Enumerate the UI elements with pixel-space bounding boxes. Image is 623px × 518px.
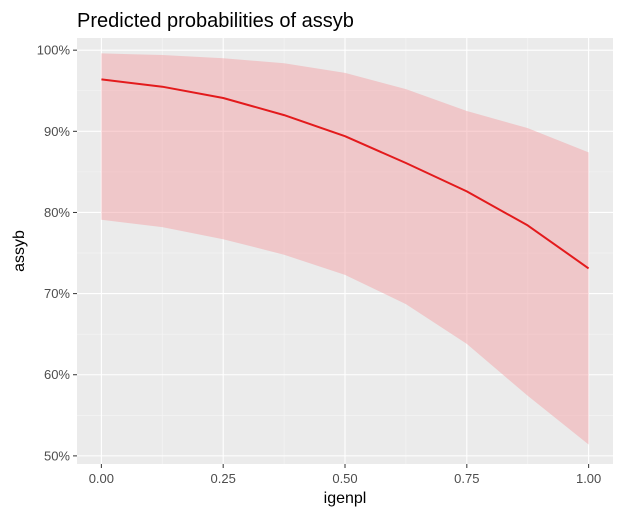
y-tick-label: 90% — [44, 124, 70, 139]
y-tick-label: 70% — [44, 286, 70, 301]
x-tick-label: 0.75 — [454, 471, 479, 486]
x-tick-label: 1.00 — [576, 471, 601, 486]
y-axis: 50% 60% 70% 80% 90% 100% — [37, 43, 77, 463]
x-tick-label: 0.25 — [211, 471, 236, 486]
y-tick-label: 60% — [44, 367, 70, 382]
x-axis: 0.00 0.25 0.50 0.75 1.00 — [89, 464, 601, 486]
line-layer — [101, 78, 590, 270]
confidence-band — [101, 53, 589, 445]
confidence-band-layer — [101, 53, 589, 445]
x-axis-title: igenpl — [324, 490, 367, 507]
x-tick-label: 0.50 — [332, 471, 357, 486]
prediction-line — [101, 78, 590, 270]
y-tick-label: 100% — [37, 43, 71, 58]
chart-title: Predicted probabilities of assyb — [77, 10, 354, 32]
y-tick-label: 50% — [44, 448, 70, 463]
y-axis-title: assyb — [11, 230, 28, 272]
y-tick-label: 80% — [44, 205, 70, 220]
x-tick-label: 0.00 — [89, 471, 114, 486]
